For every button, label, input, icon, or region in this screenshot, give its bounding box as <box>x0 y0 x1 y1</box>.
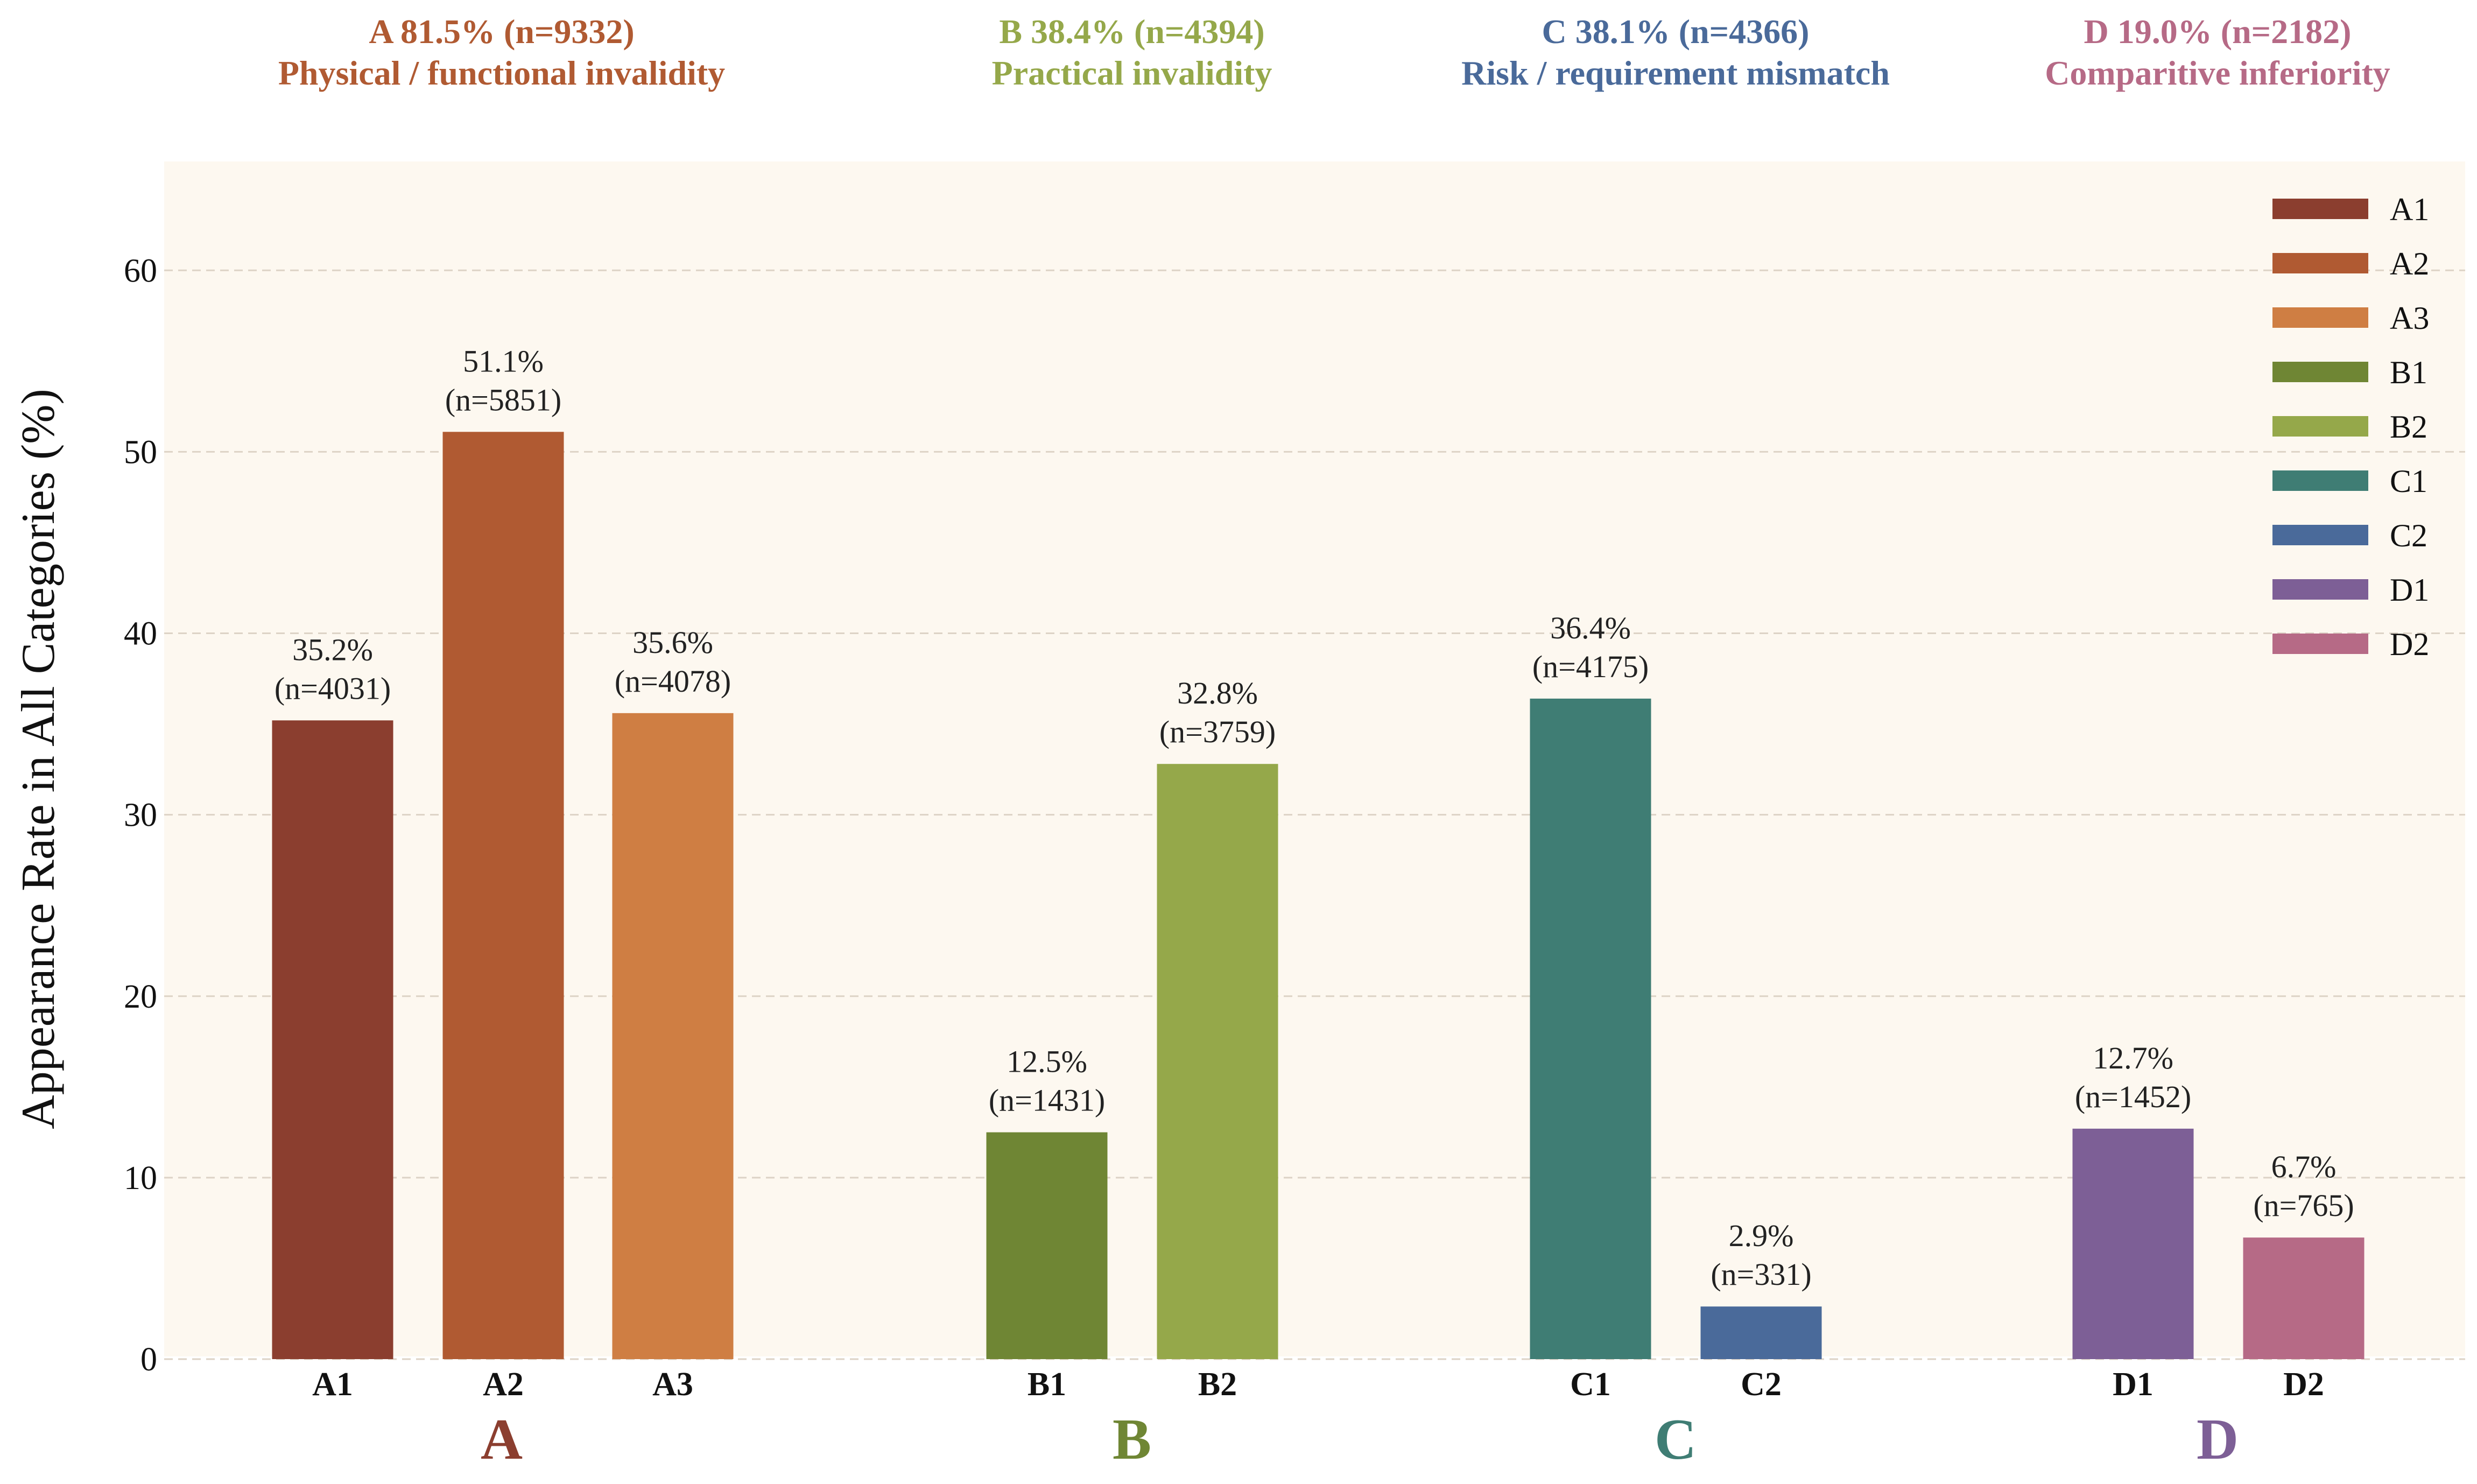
bar-value-label: 36.4% <box>1550 610 1631 645</box>
bar-value-label: 12.5% <box>1007 1044 1087 1079</box>
y-tick-label: 30 <box>124 797 157 834</box>
bar-value-label: 51.1% <box>463 343 544 378</box>
legend-label: C2 <box>2390 518 2427 553</box>
group-letter-a: A <box>481 1408 523 1472</box>
x-tick-label: D2 <box>2283 1366 2324 1403</box>
legend-swatch <box>2272 579 2368 600</box>
x-tick-label: C1 <box>1570 1366 1611 1403</box>
legend: A1 A2 A3 B1 B2 C1 C2 D1 D2 <box>2272 192 2429 662</box>
legend-label: A3 <box>2390 300 2429 336</box>
legend-label: A2 <box>2390 246 2429 282</box>
x-tick-label: C2 <box>1741 1366 1782 1403</box>
legend-swatch <box>2272 525 2368 545</box>
bar-value-label: 32.8% <box>1177 676 1258 711</box>
group-name-d: Comparitive inferiority <box>2045 54 2390 92</box>
group-name-c: Risk / requirement mismatch <box>1461 54 1890 92</box>
x-tick-label: B1 <box>1028 1366 1066 1403</box>
bar-count-label: (n=765) <box>2253 1188 2354 1223</box>
bar-d1 <box>2072 1128 2194 1359</box>
group-letter-c: C <box>1655 1408 1697 1472</box>
x-tick-label: A2 <box>483 1366 524 1403</box>
x-tick-label: A3 <box>652 1366 693 1403</box>
bar-count-label: (n=1452) <box>2075 1079 2191 1114</box>
group-letter-d: D <box>2197 1408 2239 1472</box>
bar-count-label: (n=1431) <box>989 1083 1105 1118</box>
x-tick-label: D1 <box>2113 1366 2154 1403</box>
y-axis-label: Appearance Rate in All Categories (%) <box>12 389 65 1129</box>
bar-a3 <box>612 713 734 1359</box>
bar-count-label: (n=5851) <box>445 382 561 417</box>
bar-count-label: (n=4078) <box>615 664 731 699</box>
value-labels: 35.2% (n=4031) 51.1% (n=5851) 35.6% (n=4078) 1… <box>275 343 2354 1292</box>
bar-count-label: (n=4031) <box>275 671 391 706</box>
legend-label: B2 <box>2390 409 2427 445</box>
y-tick-label: 40 <box>124 616 157 652</box>
bar-c1 <box>1530 698 1651 1359</box>
group-summary-c: C 38.1% (n=4366) <box>1542 12 1810 51</box>
bar-count-label: (n=3759) <box>1159 714 1276 749</box>
bar-a1 <box>272 720 393 1359</box>
bar-d2 <box>2243 1237 2365 1359</box>
bar-value-label: 35.2% <box>292 632 373 667</box>
y-tick-label: 10 <box>124 1160 157 1197</box>
group-name-a: Physical / functional invalidity <box>278 54 725 92</box>
bar-value-label: 6.7% <box>2271 1149 2337 1184</box>
legend-swatch <box>2272 307 2368 328</box>
x-axis-ticks: A1 A2 A3 B1 B2 C1 C2 D1 D2 <box>312 1366 2324 1403</box>
bar-value-label: 12.7% <box>2093 1040 2173 1075</box>
group-letter-b: B <box>1113 1408 1151 1472</box>
bar-count-label: (n=4175) <box>1532 649 1649 684</box>
x-tick-label: A1 <box>312 1366 353 1403</box>
y-tick-label: 20 <box>124 979 157 1015</box>
bar-value-label: 2.9% <box>1729 1218 1794 1253</box>
bar-b1 <box>986 1132 1108 1359</box>
group-headers: A 81.5% (n=9332)Physical / functional in… <box>278 12 2390 92</box>
bars <box>272 432 2365 1360</box>
legend-label: C1 <box>2390 463 2427 499</box>
legend-swatch <box>2272 416 2368 437</box>
y-tick-label: 0 <box>140 1341 157 1378</box>
y-tick-label: 60 <box>124 252 157 289</box>
group-summary-a: A 81.5% (n=9332) <box>369 12 634 51</box>
legend-swatch <box>2272 634 2368 654</box>
group-summary-b: B 38.4% (n=4394) <box>999 12 1264 51</box>
legend-swatch <box>2272 199 2368 219</box>
x-tick-label: B2 <box>1198 1366 1237 1403</box>
bar-count-label: (n=331) <box>1711 1257 1811 1292</box>
bar-b2 <box>1157 764 1278 1359</box>
bar-a2 <box>442 432 564 1360</box>
y-tick-label: 50 <box>124 434 157 470</box>
group-name-b: Practical invalidity <box>992 54 1272 92</box>
y-axis-ticks: 0 10 20 30 40 50 60 <box>124 252 157 1378</box>
legend-swatch <box>2272 253 2368 273</box>
legend-label: D2 <box>2390 627 2429 662</box>
legend-label: D1 <box>2390 572 2429 608</box>
legend-swatch <box>2272 470 2368 491</box>
legend-label: B1 <box>2390 355 2427 390</box>
legend-label: A1 <box>2390 192 2429 227</box>
group-summary-d: D 19.0% (n=2182) <box>2084 12 2352 51</box>
bar-value-label: 35.6% <box>632 625 713 660</box>
group-letters: A B C D <box>481 1408 2239 1472</box>
legend-swatch <box>2272 362 2368 382</box>
bar-c2 <box>1700 1306 1822 1359</box>
